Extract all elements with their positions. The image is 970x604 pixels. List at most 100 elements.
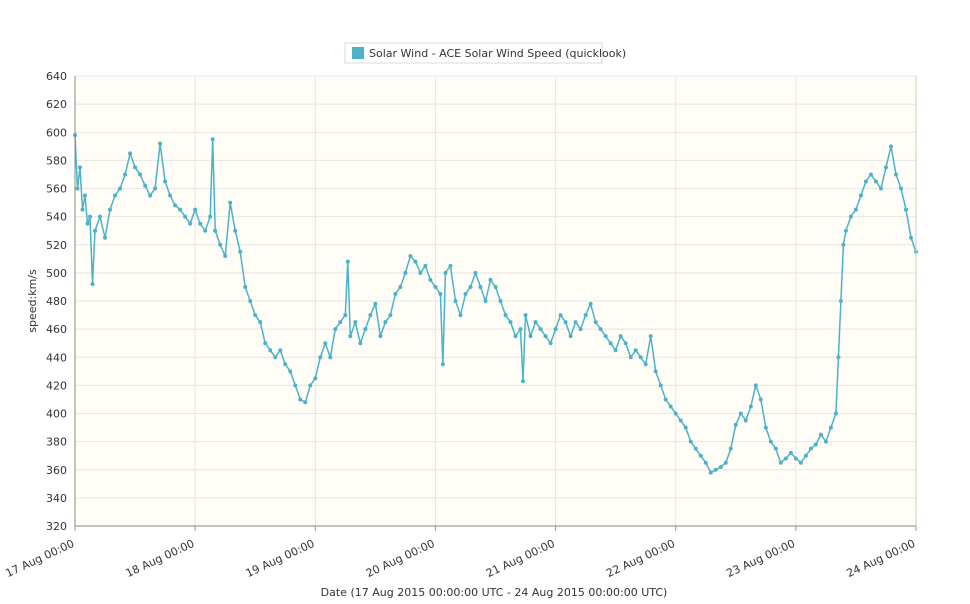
data-point[interactable] [403, 270, 408, 275]
data-point[interactable] [683, 425, 688, 430]
data-point[interactable] [173, 203, 178, 208]
data-point[interactable] [93, 228, 98, 233]
data-point[interactable] [738, 411, 743, 416]
data-point[interactable] [841, 242, 846, 247]
data-point[interactable] [533, 320, 538, 325]
data-point[interactable] [898, 186, 903, 191]
legend-box[interactable] [344, 42, 603, 64]
data-point[interactable] [593, 320, 598, 325]
data-point[interactable] [83, 193, 88, 198]
data-point[interactable] [458, 313, 463, 318]
data-point[interactable] [623, 341, 628, 346]
data-point[interactable] [728, 446, 733, 451]
data-point[interactable] [668, 404, 673, 409]
data-point[interactable] [868, 172, 873, 177]
data-point[interactable] [183, 214, 188, 219]
data-point[interactable] [393, 291, 398, 296]
data-point[interactable] [233, 228, 238, 233]
data-point[interactable] [328, 355, 333, 360]
data-point[interactable] [863, 179, 868, 184]
data-point[interactable] [483, 299, 488, 303]
data-point[interactable] [663, 397, 668, 402]
data-point[interactable] [398, 284, 403, 289]
data-point[interactable] [688, 439, 693, 444]
data-point[interactable] [508, 320, 513, 325]
data-point[interactable] [193, 207, 198, 212]
data-point[interactable] [658, 383, 663, 388]
data-point[interactable] [158, 141, 163, 146]
data-point[interactable] [90, 282, 95, 287]
data-point[interactable] [123, 172, 128, 177]
data-point[interactable] [848, 214, 853, 219]
data-point[interactable] [98, 214, 103, 219]
data-point[interactable] [85, 221, 90, 226]
data-point[interactable] [278, 348, 283, 353]
data-point[interactable] [618, 334, 623, 339]
data-point[interactable] [493, 284, 498, 289]
data-point[interactable] [853, 207, 858, 212]
data-point[interactable] [718, 464, 723, 469]
data-point[interactable] [178, 207, 183, 212]
data-point[interactable] [748, 404, 753, 409]
data-point[interactable] [308, 383, 313, 388]
data-point[interactable] [128, 151, 133, 156]
data-point[interactable] [423, 263, 428, 268]
data-point[interactable] [333, 327, 338, 332]
data-point[interactable] [388, 313, 393, 318]
data-point[interactable] [563, 320, 568, 325]
data-point[interactable] [713, 467, 718, 472]
data-point[interactable] [813, 442, 818, 447]
data-point[interactable] [473, 270, 478, 275]
data-point[interactable] [753, 383, 758, 388]
data-point[interactable] [513, 334, 518, 339]
data-point[interactable] [653, 369, 658, 374]
data-point[interactable] [628, 355, 633, 360]
data-point[interactable] [108, 207, 113, 212]
data-point[interactable] [345, 259, 350, 264]
data-point[interactable] [803, 453, 808, 458]
data-point[interactable] [363, 327, 368, 332]
data-point[interactable] [75, 186, 80, 191]
data-point[interactable] [678, 418, 683, 423]
data-point[interactable] [80, 207, 85, 212]
data-point[interactable] [263, 341, 268, 346]
data-point[interactable] [258, 320, 263, 325]
data-point[interactable] [903, 207, 908, 212]
data-point[interactable] [413, 259, 418, 264]
data-point[interactable] [768, 439, 773, 444]
data-point[interactable] [148, 193, 153, 198]
data-point[interactable] [733, 422, 738, 427]
data-point[interactable] [418, 270, 423, 275]
data-point[interactable] [378, 334, 383, 339]
data-point[interactable] [253, 313, 258, 318]
data-point[interactable] [453, 299, 458, 303]
data-point[interactable] [338, 320, 343, 325]
data-point[interactable] [383, 320, 388, 325]
data-point[interactable] [573, 320, 578, 325]
data-point[interactable] [463, 291, 468, 296]
data-point[interactable] [498, 299, 503, 303]
data-point[interactable] [523, 313, 528, 318]
data-point[interactable] [723, 460, 728, 465]
data-point[interactable] [698, 453, 703, 458]
data-point[interactable] [468, 284, 473, 289]
data-point[interactable] [213, 228, 218, 233]
data-point[interactable] [823, 439, 828, 444]
data-point[interactable] [488, 277, 493, 282]
data-point[interactable] [673, 411, 678, 416]
data-point[interactable] [168, 193, 173, 198]
data-point[interactable] [743, 418, 748, 423]
data-point[interactable] [528, 334, 533, 339]
data-point[interactable] [348, 334, 353, 339]
data-point[interactable] [268, 348, 273, 353]
data-point[interactable] [448, 263, 453, 268]
data-point[interactable] [908, 235, 913, 240]
data-point[interactable] [843, 228, 848, 233]
data-point[interactable] [428, 277, 433, 282]
data-point[interactable] [443, 270, 448, 275]
data-point[interactable] [353, 320, 358, 325]
data-point[interactable] [318, 355, 323, 360]
data-point[interactable] [210, 137, 215, 142]
data-point[interactable] [878, 186, 883, 191]
data-point[interactable] [88, 214, 93, 219]
